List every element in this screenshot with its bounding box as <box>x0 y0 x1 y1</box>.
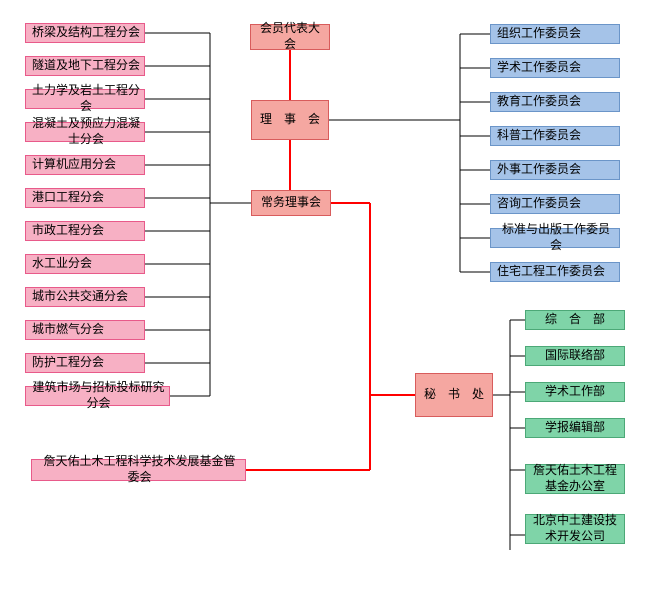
committee-2: 教育工作委员会 <box>490 92 620 112</box>
node-council: 理 事 会 <box>251 100 329 140</box>
left-branch-0: 桥梁及结构工程分会 <box>25 23 145 43</box>
committee-4: 外事工作委员会 <box>490 160 620 180</box>
dept-3: 学报编辑部 <box>525 418 625 438</box>
node-fund: 詹天佑土木工程科学技术发展基金管委会 <box>31 459 246 481</box>
left-branch-10: 防护工程分会 <box>25 353 145 373</box>
dept-4: 詹天佑土木工程基金办公室 <box>525 464 625 494</box>
committee-5: 咨询工作委员会 <box>490 194 620 214</box>
left-branch-9: 城市燃气分会 <box>25 320 145 340</box>
left-branch-11: 建筑市场与招标投标研究分会 <box>25 386 170 406</box>
left-branch-8: 城市公共交通分会 <box>25 287 145 307</box>
dept-0: 综 合 部 <box>525 310 625 330</box>
left-branch-3: 混凝土及预应力混凝士分会 <box>25 122 145 142</box>
left-branch-5: 港口工程分会 <box>25 188 145 208</box>
left-branch-6: 市政工程分会 <box>25 221 145 241</box>
dept-1: 国际联络部 <box>525 346 625 366</box>
left-branch-2: 土力学及岩土工程分会 <box>25 89 145 109</box>
committee-3: 科普工作委员会 <box>490 126 620 146</box>
left-branch-7: 水工业分会 <box>25 254 145 274</box>
committee-0: 组织工作委员会 <box>490 24 620 44</box>
node-assembly: 会员代表大会 <box>250 24 330 50</box>
node-secretariat: 秘 书 处 <box>415 373 493 417</box>
left-branch-4: 计算机应用分会 <box>25 155 145 175</box>
committee-6: 标准与出版工作委员会 <box>490 228 620 248</box>
committee-1: 学术工作委员会 <box>490 58 620 78</box>
committee-7: 住宅工程工作委员会 <box>490 262 620 282</box>
dept-5: 北京中土建设技术开发公司 <box>525 514 625 544</box>
left-branch-1: 隧道及地下工程分会 <box>25 56 145 76</box>
node-standing: 常务理事会 <box>251 190 331 216</box>
dept-2: 学术工作部 <box>525 382 625 402</box>
